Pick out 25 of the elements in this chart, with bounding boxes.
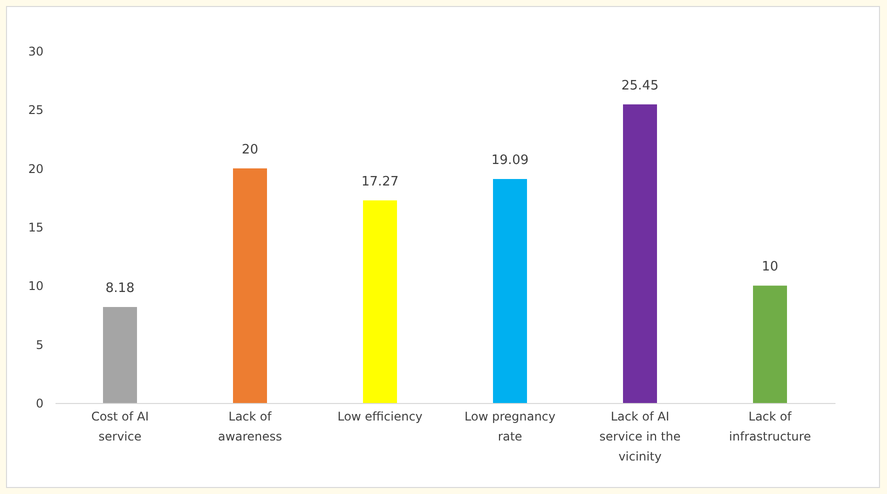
y-tick-label: 0 — [36, 396, 44, 410]
x-tick-label: Lack of AI service in the vicinity — [599, 410, 681, 464]
y-tick-label: 10 — [28, 279, 44, 294]
data-label: 25.45 — [621, 78, 659, 94]
y-tick-label: 30 — [28, 44, 44, 58]
y-tick-label: 5 — [36, 338, 44, 352]
x-tick-label: Low pregnancy rate — [464, 410, 556, 444]
data-label: 17.27 — [361, 174, 399, 190]
data-label: 20 — [242, 142, 258, 158]
bar — [493, 179, 527, 403]
x-tick-label: Lack of infrastructure — [729, 410, 811, 444]
y-tick-label: 20 — [28, 162, 44, 176]
x-tick-label: Low efficiency — [337, 410, 423, 424]
data-label: 10 — [762, 260, 778, 275]
data-label: 19.09 — [491, 153, 529, 168]
x-tick-label: Cost of AI service — [91, 410, 149, 444]
bar — [103, 307, 137, 403]
y-tick-label: 15 — [28, 220, 44, 234]
x-tick-label: Lack of awareness — [218, 410, 282, 444]
bar — [623, 104, 657, 403]
bar — [753, 286, 787, 403]
data-label: 8.18 — [106, 281, 134, 296]
bar — [363, 200, 397, 403]
y-tick-label: 25 — [28, 103, 44, 118]
bar — [233, 168, 267, 403]
